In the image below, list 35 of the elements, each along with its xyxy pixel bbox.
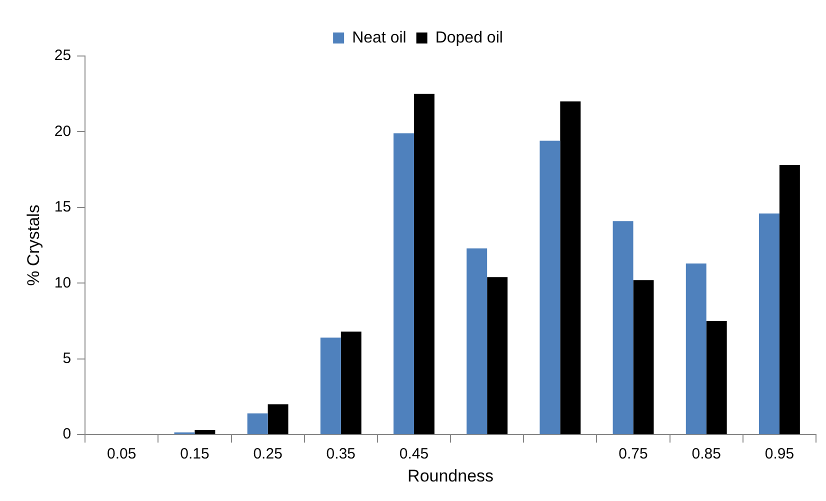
- x-tick-label: 0.15: [180, 446, 210, 463]
- x-tick-label: 0.05: [107, 446, 136, 463]
- y-tick-label: 5: [62, 350, 72, 368]
- bar: [268, 404, 288, 434]
- bar: [758, 214, 780, 434]
- bar: [633, 280, 654, 434]
- legend-label: Doped oil: [435, 29, 503, 46]
- bar: [779, 165, 800, 434]
- bar: [247, 413, 268, 434]
- x-tick-label: 0.85: [692, 446, 721, 463]
- bar: [560, 101, 581, 434]
- y-axis-title: % Crystals: [24, 204, 43, 286]
- bar: [194, 430, 216, 434]
- x-tick-label: 0.25: [253, 446, 282, 463]
- y-tick-label: 15: [54, 198, 72, 216]
- y-tick-label: 25: [54, 47, 72, 64]
- x-tick-label: 0.75: [618, 446, 648, 463]
- y-tick-label: 10: [54, 274, 72, 292]
- x-tick-label: 0.45: [399, 446, 429, 463]
- bar: [686, 263, 706, 434]
- bar: [612, 221, 634, 434]
- x-axis-title: Roundness: [408, 466, 494, 486]
- bar: [414, 94, 434, 434]
- x-tick-label: 0.95: [764, 446, 794, 463]
- x-tick-label: 0.35: [326, 446, 356, 463]
- y-tick-label: 0: [62, 426, 72, 443]
- bar: [540, 140, 560, 434]
- bar: [706, 321, 727, 434]
- bar: [487, 277, 508, 434]
- bar: [320, 338, 341, 434]
- bar: [394, 133, 414, 434]
- bar: [340, 332, 362, 434]
- y-tick-label: 20: [54, 122, 72, 140]
- bar: [466, 248, 488, 434]
- legend-label: Neat oil: [352, 29, 406, 46]
